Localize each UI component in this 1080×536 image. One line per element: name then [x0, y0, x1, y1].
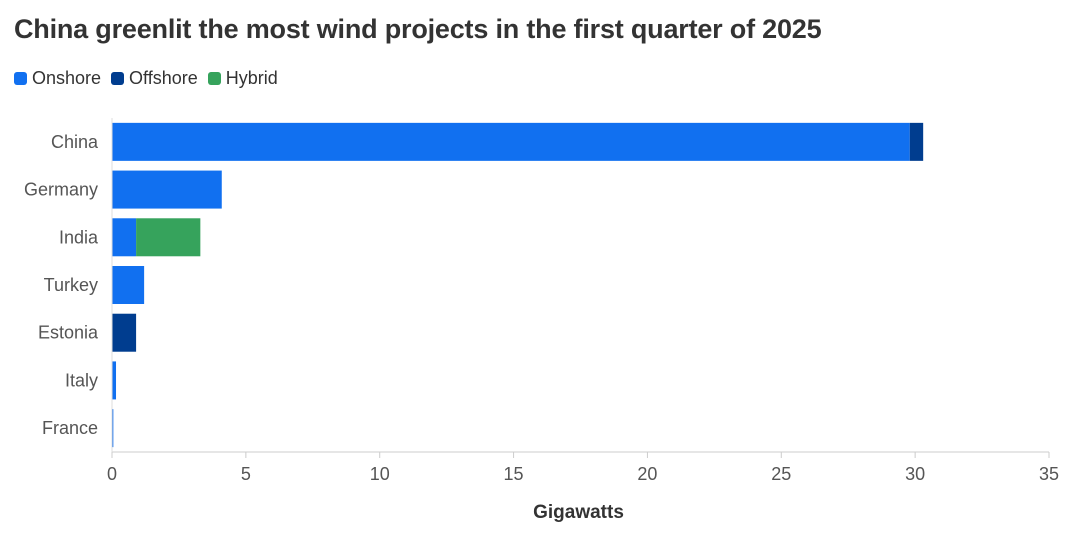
x-tick-label-0: 0	[107, 464, 117, 484]
bar-turkey-onshore	[112, 266, 145, 304]
x-tick-label-35: 35	[1039, 464, 1059, 484]
bar-estonia-offshore	[112, 313, 137, 352]
category-label-turkey: Turkey	[44, 275, 98, 295]
legend-item-onshore: Onshore	[14, 68, 101, 89]
chart-title: China greenlit the most wind projects in…	[14, 14, 822, 44]
category-label-estonia: Estonia	[38, 323, 99, 343]
legend-label-hybrid: Hybrid	[225, 68, 278, 88]
legend: Onshore Offshore Hybrid	[14, 68, 288, 89]
x-axis-title: Gigawatts	[533, 502, 624, 523]
x-tick-label-10: 10	[370, 464, 390, 484]
legend-label-offshore: Offshore	[129, 68, 198, 88]
bar-germany-onshore	[112, 170, 222, 209]
category-label-india: India	[59, 227, 99, 247]
category-label-germany: Germany	[24, 180, 98, 200]
legend-swatch-onshore	[14, 72, 27, 85]
legend-item-offshore: Offshore	[111, 68, 198, 89]
bar-india-onshore	[112, 218, 137, 257]
legend-item-hybrid: Hybrid	[207, 68, 278, 89]
x-tick-label-25: 25	[771, 464, 791, 484]
x-tick-label-30: 30	[905, 464, 925, 484]
bar-italy-onshore	[112, 361, 117, 400]
bar-china-offshore	[909, 122, 924, 161]
category-label-italy: Italy	[65, 370, 98, 390]
bar-china-onshore	[112, 122, 910, 161]
bar-france-onshore	[112, 409, 114, 448]
legend-swatch-offshore	[111, 72, 125, 85]
x-tick-label-5: 5	[241, 464, 251, 484]
category-label-france: France	[42, 418, 98, 438]
legend-label-onshore: Onshore	[32, 68, 102, 88]
x-tick-label-15: 15	[504, 464, 524, 484]
bar-india-hybrid	[136, 218, 201, 257]
legend-swatch-hybrid	[207, 72, 221, 85]
category-label-china: China	[51, 132, 99, 152]
x-tick-label-20: 20	[637, 464, 657, 484]
